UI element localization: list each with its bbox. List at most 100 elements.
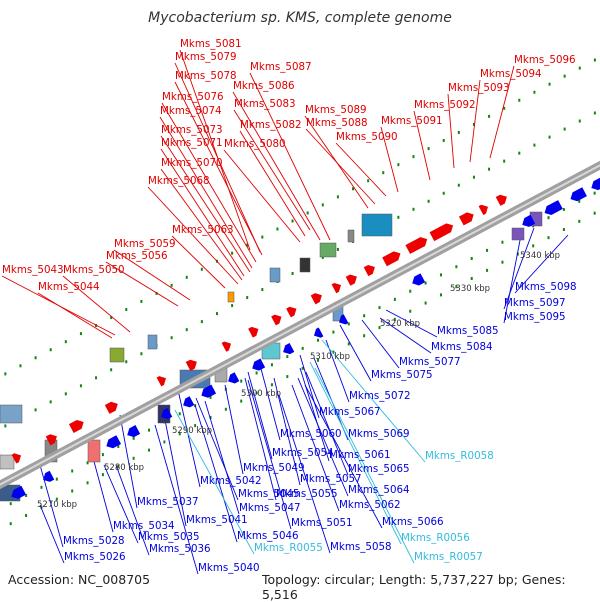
forward-gene-arrow — [185, 359, 197, 371]
leader-line — [177, 389, 201, 488]
leader-line — [147, 186, 239, 285]
leader-line — [489, 65, 515, 159]
gene-label: Mkms_5062 — [339, 499, 401, 511]
gene-label: Mkms_5082 — [240, 119, 302, 131]
track-dot — [4, 424, 7, 428]
leader-line — [174, 62, 261, 253]
track-dot — [125, 307, 128, 311]
leader-lines — [1, 49, 569, 575]
track-dot — [71, 489, 74, 493]
track-dot — [321, 203, 324, 207]
forward-gene-arrow — [286, 306, 297, 318]
track-dot — [34, 356, 37, 360]
ruler-tick-label: 5300 kbp — [241, 389, 281, 399]
track-dot — [382, 171, 385, 175]
track-dot — [562, 228, 565, 232]
track-dot — [224, 407, 227, 411]
leader-line — [299, 367, 330, 462]
homology-block — [227, 291, 235, 303]
leader-line — [160, 148, 245, 277]
track-dot — [86, 481, 89, 485]
reverse-gene-arrow — [591, 177, 600, 191]
track-dot — [194, 424, 197, 428]
track-dot — [578, 66, 581, 70]
track-dot — [593, 191, 596, 195]
track-dot — [110, 316, 113, 320]
gene-label: Mkms_5056 — [106, 250, 168, 262]
leader-line — [325, 339, 350, 403]
homology-block — [87, 439, 101, 463]
track-dot — [563, 74, 566, 78]
track-dot — [55, 497, 58, 501]
track-dot — [317, 338, 320, 342]
track-dot — [393, 297, 396, 301]
gene-label: Mkms_5080 — [224, 138, 286, 150]
track-dot — [439, 293, 442, 297]
leader-line — [469, 79, 481, 163]
homology-block — [361, 213, 393, 237]
gene-label: Mkms_5084 — [431, 341, 493, 353]
homology-block — [147, 334, 158, 350]
leader-line — [103, 464, 139, 544]
track-dot — [533, 143, 536, 147]
forward-gene-arrow — [331, 282, 342, 294]
homology-block — [269, 267, 281, 283]
leader-line — [224, 384, 244, 475]
leader-line — [321, 339, 426, 463]
gene-label: Mkms_5075 — [371, 369, 433, 381]
gene-label: Mkms_5072 — [349, 390, 411, 402]
track-dot — [332, 350, 335, 354]
gene-label: Mkms_5094 — [480, 68, 542, 80]
leader-line — [385, 309, 438, 338]
reverse-gene-arrow — [412, 273, 426, 286]
leader-line — [105, 261, 179, 307]
reverse-gene-arrow — [11, 485, 27, 499]
track-dot — [442, 139, 445, 143]
gene-label: Mkms_5090 — [336, 131, 398, 143]
track-dot — [455, 265, 458, 269]
reverse-gene-arrow — [183, 396, 195, 408]
track-dot — [19, 364, 22, 368]
gene-label: Mkms_5041 — [186, 514, 248, 526]
gene-label: Mkms_5060 — [280, 428, 342, 440]
track-dot — [255, 371, 258, 375]
track-dot — [64, 392, 67, 396]
gene-labels: Mkms_5081Mkms_5079Mkms_5087Mkms_5078Mkms… — [2, 38, 577, 574]
leader-line — [160, 168, 243, 281]
leader-line — [244, 377, 277, 501]
track-dot — [378, 306, 381, 310]
leader-line — [113, 249, 191, 301]
gene-label: Mkms_5050 — [63, 264, 125, 276]
track-dot — [593, 211, 596, 215]
reverse-gene-arrow — [106, 435, 122, 449]
leader-line — [119, 414, 138, 509]
reverse-gene-arrow — [201, 384, 217, 398]
gene-label: Mkms_5034 — [113, 520, 175, 532]
track-dot — [470, 257, 473, 261]
track-dot — [255, 391, 258, 395]
forward-gene-arrow — [363, 264, 375, 277]
leader-line — [195, 397, 239, 501]
gene-label: Mkms_5045 — [238, 488, 300, 500]
gene-label: Mkms_5054 — [272, 447, 334, 459]
leader-line — [239, 130, 306, 237]
track-dot — [457, 183, 460, 187]
track-dot — [34, 408, 37, 412]
gene-label: Mkms_5093 — [448, 82, 510, 94]
gene-label: Mkms_R0055 — [254, 542, 323, 554]
track-dot — [532, 244, 535, 248]
leader-line — [361, 319, 400, 369]
leader-line — [447, 93, 455, 169]
track-dot — [9, 522, 12, 526]
gene-label: Mkms_R0057 — [414, 551, 483, 563]
leader-line — [309, 361, 402, 545]
gene-label: Mkms_5068 — [148, 175, 210, 187]
gene-label: Mkms_5063 — [172, 224, 234, 236]
track-dot — [170, 336, 173, 340]
track-dot — [593, 58, 596, 62]
track-dot — [455, 285, 458, 289]
leader-line — [314, 367, 415, 564]
track-dot — [533, 90, 536, 94]
track-dot — [336, 247, 339, 251]
